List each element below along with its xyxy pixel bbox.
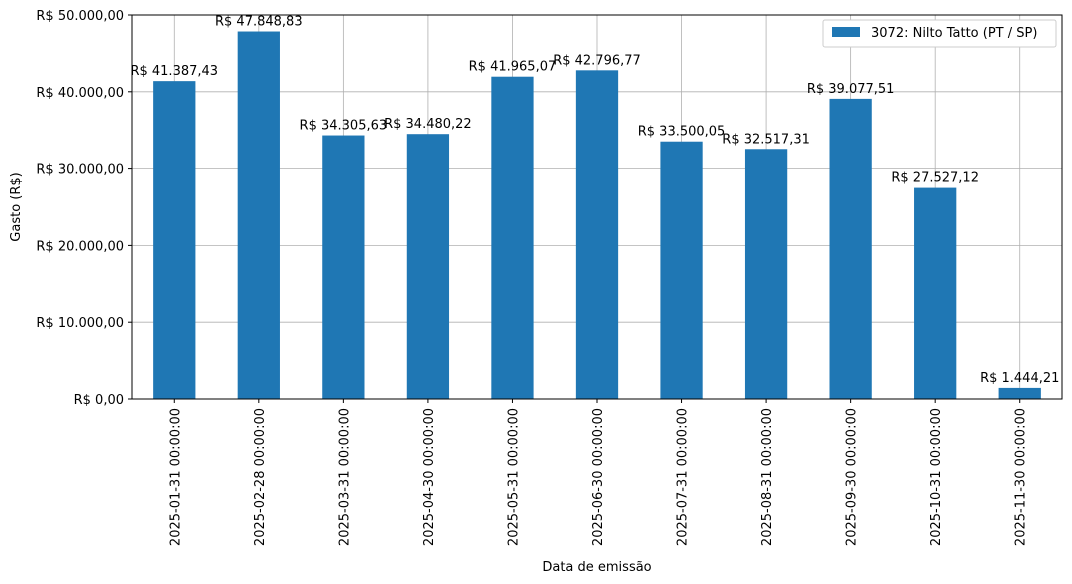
bar bbox=[406, 134, 450, 400]
legend-box bbox=[822, 19, 1057, 48]
bar bbox=[744, 149, 788, 399]
x-tick-label: 2025-07-31 00:00:00 bbox=[676, 408, 691, 546]
bar bbox=[829, 98, 872, 400]
x-tick-label: 2025-06-30 00:00:00 bbox=[591, 408, 606, 546]
bar-value-label: R$ 41.387,43 bbox=[130, 64, 218, 79]
bar-series bbox=[153, 31, 1041, 400]
y-axis-title: Gasto (R$) bbox=[9, 172, 24, 241]
y-tick-label: R$ 20.000,00 bbox=[36, 239, 124, 254]
bar-value-label: R$ 39.077,51 bbox=[807, 82, 895, 97]
y-tick-label: R$ 0,00 bbox=[74, 393, 124, 408]
y-axis-ticks: R$ 0,00 R$ 10.000,00 R$ 20.000,00 R$ 30.000… bbox=[36, 9, 132, 408]
y-tick-label: R$ 10.000,00 bbox=[36, 316, 124, 331]
bar-value-label: R$ 47.848,83 bbox=[215, 15, 303, 30]
y-tick-label: R$ 30.000,00 bbox=[36, 163, 124, 178]
y-tick-label: R$ 50.000,00 bbox=[36, 9, 124, 24]
legend: 3072: Nilto Tatto (PT / SP) bbox=[822, 19, 1057, 48]
x-tick-label: 2025-05-31 00:00:00 bbox=[506, 408, 521, 546]
bar bbox=[998, 387, 1041, 399]
bar-value-label: R$ 32.517,31 bbox=[722, 132, 810, 147]
x-axis-ticks: 2025-01-31 00:00:00 2025-02-28 00:00:00 20… bbox=[168, 399, 1029, 546]
bar bbox=[491, 76, 534, 400]
x-tick-label: 2025-03-31 00:00:00 bbox=[337, 408, 352, 546]
x-tick-label: 2025-11-30 00:00:00 bbox=[1014, 408, 1029, 546]
bar bbox=[237, 31, 280, 399]
bar-value-label: R$ 33.500,05 bbox=[638, 125, 726, 140]
bar bbox=[153, 81, 196, 400]
data-labels: R$ 41.387,43R$ 47.848,83R$ 34.305,63R$ 3… bbox=[130, 15, 1059, 386]
legend-swatch bbox=[832, 27, 860, 37]
legend-label: 3072: Nilto Tatto (PT / SP) bbox=[871, 26, 1037, 41]
bar bbox=[914, 187, 957, 399]
bar-value-label: R$ 27.527,12 bbox=[891, 171, 979, 186]
x-tick-label: 2025-04-30 00:00:00 bbox=[422, 408, 437, 546]
x-axis-title: Data de emissão bbox=[542, 560, 651, 575]
bar bbox=[660, 141, 703, 400]
bar bbox=[322, 135, 365, 399]
bar bbox=[575, 70, 619, 400]
x-tick-label: 2025-02-28 00:00:00 bbox=[253, 408, 268, 546]
x-tick-label: 2025-09-30 00:00:00 bbox=[845, 408, 860, 546]
bar-value-label: R$ 34.480,22 bbox=[384, 117, 472, 132]
bar-value-label: R$ 1.444,21 bbox=[980, 371, 1059, 386]
y-tick-label: R$ 40.000,00 bbox=[36, 86, 124, 101]
x-tick-label: 2025-01-31 00:00:00 bbox=[168, 408, 183, 546]
bar-value-label: R$ 41.965,07 bbox=[469, 60, 557, 75]
x-tick-label: 2025-10-31 00:00:00 bbox=[929, 408, 944, 546]
bar-value-label: R$ 34.305,63 bbox=[300, 119, 388, 134]
bar-value-label: R$ 42.796,77 bbox=[553, 53, 641, 68]
x-tick-label: 2025-08-31 00:00:00 bbox=[760, 408, 775, 546]
